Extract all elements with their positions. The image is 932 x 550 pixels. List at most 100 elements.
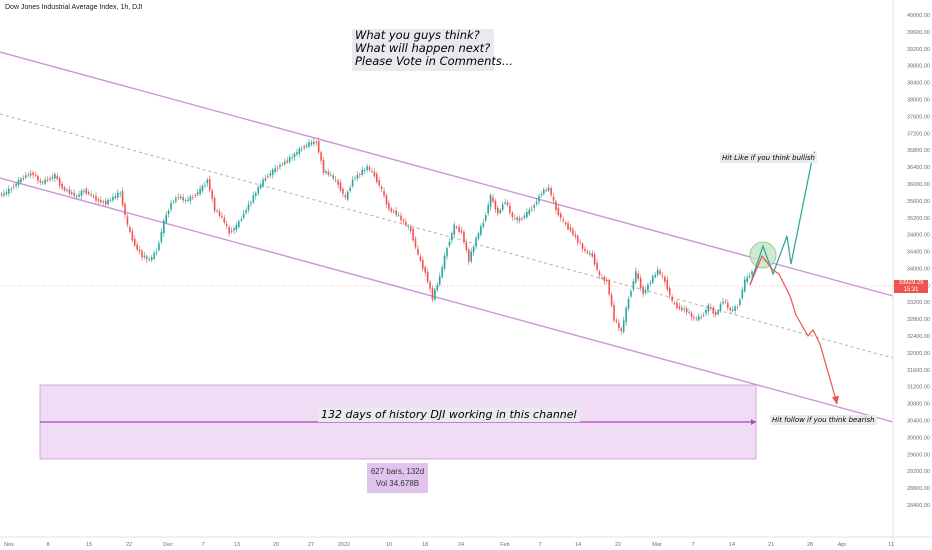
candle-body: [308, 142, 310, 147]
candle-body: [259, 184, 262, 189]
candle-body: [589, 252, 591, 255]
candle-body: [17, 179, 20, 186]
projection-arrows: [749, 151, 839, 405]
candle-body: [390, 208, 393, 212]
candle-body: [204, 184, 206, 186]
candle-body: [221, 215, 223, 217]
candle-body: [712, 307, 715, 314]
candle-body: [651, 276, 654, 283]
candle-body: [535, 201, 538, 205]
candle-body: [484, 215, 487, 221]
channel-mid-line: [0, 113, 894, 359]
candle-body: [388, 202, 390, 210]
x-tick-label: 7: [691, 542, 694, 548]
candle-body: [550, 188, 552, 196]
candle-body: [395, 210, 397, 216]
candle-body: [722, 301, 724, 304]
candle-body: [443, 255, 446, 269]
candle-body: [460, 230, 463, 233]
candle-body: [346, 191, 349, 200]
candle-body: [668, 288, 671, 296]
candle-body: [235, 224, 238, 230]
candle-body: [472, 246, 475, 253]
candle-body: [685, 308, 688, 313]
candle-body: [605, 279, 608, 282]
candle-body: [126, 216, 129, 225]
candle-body: [593, 254, 596, 265]
candle-body: [615, 320, 618, 322]
candle-body: [383, 191, 385, 196]
candle-body: [305, 145, 308, 147]
candle-body: [213, 197, 216, 211]
candle-body: [320, 152, 322, 161]
candle-body: [729, 307, 732, 310]
candle-body: [707, 304, 710, 312]
candle-body: [51, 176, 54, 179]
candle-body: [332, 175, 335, 179]
candle-body: [177, 197, 180, 199]
candle-body: [56, 176, 59, 179]
candle-body: [0, 194, 3, 196]
y-tick-label: 38400.00: [907, 81, 930, 87]
candle-body: [695, 318, 698, 320]
y-tick-label: 30000.00: [907, 435, 930, 441]
candle-body: [334, 179, 337, 181]
y-tick-label: 31200.00: [907, 385, 930, 391]
candle-body: [250, 202, 252, 204]
x-tick-label: 24: [458, 542, 464, 548]
candle-body: [559, 213, 562, 218]
candle-body: [187, 199, 189, 201]
candle-body: [211, 190, 213, 199]
candle-body: [424, 267, 427, 273]
x-tick-label: 15: [86, 542, 92, 548]
candle-body: [700, 316, 702, 318]
y-tick-label: 32800.00: [907, 317, 930, 323]
candle-body: [431, 288, 434, 300]
note-line-1: What you guys think?: [355, 28, 480, 42]
candle-body: [351, 179, 354, 187]
candle-body: [354, 178, 356, 180]
y-tick-label: 36000.00: [907, 182, 930, 188]
candle-body: [267, 176, 269, 178]
candle-body: [552, 196, 555, 201]
candle-body: [66, 190, 68, 192]
candle-body: [538, 195, 540, 202]
candle-body: [654, 274, 656, 277]
candle-body: [170, 202, 172, 210]
candle-body: [603, 276, 606, 282]
x-tick-label: 14: [729, 542, 735, 548]
price-series: [0, 137, 753, 335]
candle-body: [741, 289, 744, 299]
candle-body: [276, 167, 279, 169]
candle-body: [673, 303, 676, 304]
candle-body: [402, 219, 405, 222]
candle-body: [598, 271, 601, 276]
candle-body: [480, 226, 482, 235]
y-tick-label: 29600.00: [907, 452, 930, 458]
candle-body: [344, 195, 347, 198]
candle-body: [513, 217, 516, 219]
candle-body: [63, 187, 66, 191]
candle-body: [29, 173, 32, 176]
candle-body: [627, 298, 630, 309]
candle-body: [129, 226, 131, 232]
y-tick-label: 32000.00: [907, 351, 930, 357]
candle-body: [75, 195, 78, 197]
candle-body: [32, 172, 34, 175]
y-tick-label: 35600.00: [907, 199, 930, 205]
candle-body: [743, 279, 746, 292]
candle-body: [339, 182, 342, 191]
candle-body: [719, 304, 722, 311]
x-tick-label: Mar: [652, 542, 662, 548]
candle-body: [104, 200, 107, 205]
candle-body: [337, 180, 339, 185]
y-tick-label: 37200.00: [907, 131, 930, 137]
candle-body: [426, 271, 429, 282]
candle-body: [545, 190, 548, 192]
candle-body: [477, 233, 480, 239]
candle-body: [748, 276, 751, 277]
candle-body: [192, 197, 194, 199]
candle-body: [591, 253, 594, 257]
y-tick-label: 36800.00: [907, 148, 930, 154]
x-tick-label: 13: [234, 542, 240, 548]
